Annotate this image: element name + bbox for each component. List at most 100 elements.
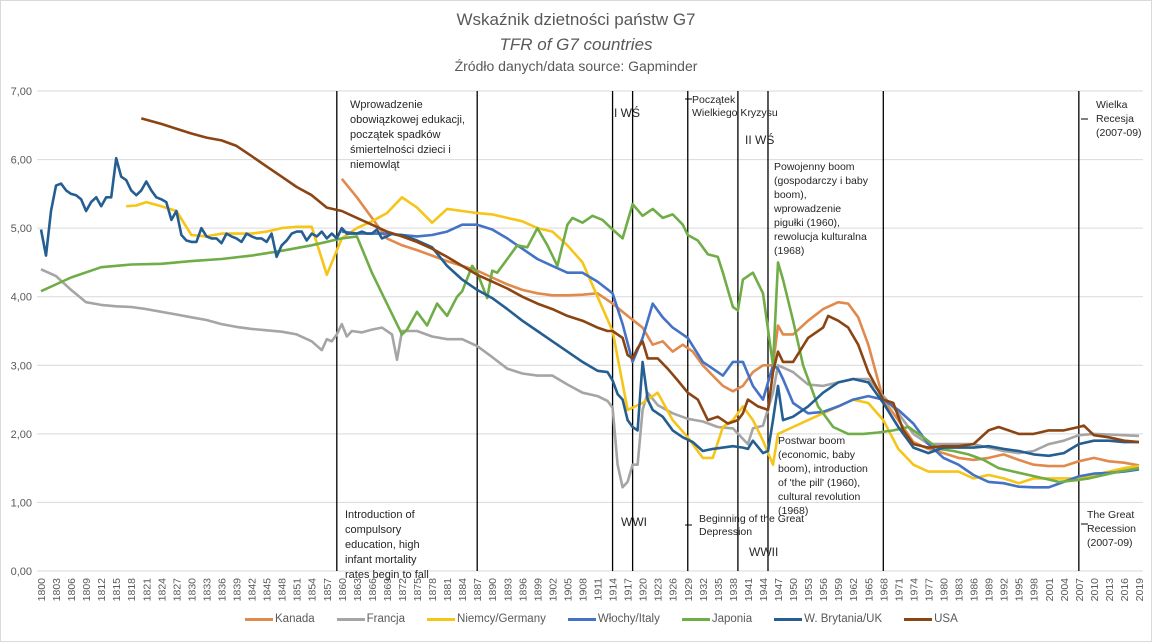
legend-swatch bbox=[245, 617, 273, 621]
x-tick-label: 1830 bbox=[186, 578, 198, 602]
x-tick-label: 1809 bbox=[81, 578, 93, 602]
x-tick-label: 1884 bbox=[457, 578, 469, 602]
chart-title: Wskaźnik dzietności państw G7 bbox=[456, 10, 696, 29]
x-tick-label: 2013 bbox=[1104, 578, 1116, 602]
x-tick-label: 1977 bbox=[923, 578, 935, 602]
legend-item: Niemcy/Germany bbox=[427, 613, 546, 625]
legend-label: Kanada bbox=[275, 613, 315, 625]
x-tick-label: 1923 bbox=[653, 578, 665, 602]
x-tick-label: 1983 bbox=[954, 578, 966, 602]
x-tick-label: 1818 bbox=[126, 578, 138, 602]
y-tick-label: 7,00 bbox=[11, 86, 32, 98]
chart-subtitle: TFR of G7 countries bbox=[499, 35, 653, 54]
x-tick-label: 1995 bbox=[1014, 578, 1026, 602]
x-tick-label: 1971 bbox=[893, 578, 905, 602]
annotation-ww2-en: WWII bbox=[749, 545, 778, 559]
x-tick-label: 1860 bbox=[337, 578, 349, 602]
x-tick-label: 2010 bbox=[1089, 578, 1101, 602]
legend-label: W. Brytania/UK bbox=[804, 613, 883, 625]
y-tick-label: 4,00 bbox=[11, 292, 32, 304]
x-tick-label: 1986 bbox=[969, 578, 981, 602]
x-tick-label: 1992 bbox=[999, 578, 1011, 602]
legend-item: Włochy/Italy bbox=[567, 613, 660, 625]
x-tick-label: 1935 bbox=[713, 578, 725, 602]
x-tick-label: 2016 bbox=[1119, 578, 1131, 602]
legend-item: Japonia bbox=[681, 613, 753, 625]
x-tick-label: 1824 bbox=[156, 578, 168, 602]
x-tick-label: 1821 bbox=[141, 578, 153, 602]
x-tick-label: 1863 bbox=[352, 578, 364, 602]
x-tick-label: 1881 bbox=[442, 578, 454, 602]
annotation-ww1-en: WWI bbox=[621, 515, 647, 529]
series-line-japonia bbox=[40, 202, 1140, 484]
x-tick-label: 1938 bbox=[728, 578, 740, 602]
chart-source: Źródło danych/data source: Gapminder bbox=[454, 58, 698, 74]
annotation-education-en: Introduction of compulsory education, high… bbox=[345, 509, 429, 581]
x-tick-label: 1908 bbox=[577, 578, 589, 602]
legend-label: Włochy/Italy bbox=[597, 613, 660, 625]
x-tick-label: 1962 bbox=[848, 578, 860, 602]
annotation-ww2-pl: II WŚ bbox=[745, 132, 774, 147]
event-lines bbox=[336, 91, 1080, 571]
x-tick-label: 1827 bbox=[171, 578, 183, 602]
x-tick-label: 1854 bbox=[307, 578, 319, 602]
legend-item: Kanada bbox=[245, 613, 315, 625]
series-lines bbox=[39, 117, 1140, 489]
y-tick-label: 6,00 bbox=[11, 155, 32, 167]
x-tick-label: 1803 bbox=[51, 578, 63, 602]
legend-swatch bbox=[681, 617, 710, 621]
legend-swatch bbox=[904, 617, 933, 621]
x-tick-label: 1890 bbox=[487, 578, 499, 602]
x-tick-label: 2001 bbox=[1044, 578, 1056, 602]
x-tick-label: 1896 bbox=[517, 578, 529, 602]
x-tick-label: 1911 bbox=[593, 578, 605, 601]
x-tick-label: 1950 bbox=[788, 578, 800, 602]
x-axis-ticks: 1800 1803 1806 1809 1812 1815 1818 1821 1824 1827… bbox=[36, 578, 1146, 602]
x-tick-label: 1836 bbox=[216, 578, 228, 602]
legend-label: Francja bbox=[366, 613, 406, 625]
y-tick-label: 1,00 bbox=[11, 497, 32, 509]
x-tick-label: 1857 bbox=[322, 578, 334, 602]
x-tick-label: 1812 bbox=[96, 578, 108, 602]
annotation-boom-en: Postwar boom (economic, baby boom), introd… bbox=[778, 435, 868, 517]
x-tick-label: 1920 bbox=[638, 578, 650, 602]
x-tick-label: 1887 bbox=[472, 578, 484, 602]
x-tick-label: 1968 bbox=[878, 578, 890, 602]
legend-label: Niemcy/Germany bbox=[457, 613, 546, 625]
x-tick-label: 1947 bbox=[773, 578, 785, 602]
x-tick-label: 1866 bbox=[367, 578, 379, 602]
x-tick-label: 1839 bbox=[232, 578, 244, 602]
x-tick-label: 1980 bbox=[938, 578, 950, 602]
y-tick-label: 0,00 bbox=[11, 566, 32, 578]
x-tick-label: 1953 bbox=[803, 578, 815, 602]
x-tick-label: 1902 bbox=[547, 578, 559, 602]
x-tick-label: 1845 bbox=[262, 578, 274, 602]
x-tick-label: 1869 bbox=[382, 578, 394, 602]
series-line-w-ochy-italy bbox=[341, 223, 1140, 489]
x-tick-label: 1905 bbox=[562, 578, 574, 602]
x-tick-label: 1956 bbox=[818, 578, 830, 602]
legend: Kanada Francja Niemcy/Germany Włochy/Italy J… bbox=[245, 613, 958, 625]
legend-label: USA bbox=[934, 613, 958, 625]
x-tick-label: 1917 bbox=[623, 578, 635, 602]
legend-swatch bbox=[427, 617, 456, 621]
y-tick-label: 5,00 bbox=[11, 223, 32, 235]
x-tick-label: 2019 bbox=[1134, 578, 1146, 602]
x-tick-label: 1878 bbox=[427, 578, 439, 602]
x-tick-label: 1875 bbox=[412, 578, 424, 602]
annotation-recession-en: The Great Recession (2007-09) bbox=[1087, 509, 1136, 549]
x-tick-label: 1965 bbox=[863, 578, 875, 602]
series-line-usa bbox=[140, 117, 1140, 449]
x-tick-label: 1926 bbox=[668, 578, 680, 602]
annotation-recession-pl: Wielka Recesja (2007-09) bbox=[1096, 99, 1142, 139]
y-tick-label: 3,00 bbox=[11, 360, 32, 372]
x-tick-label: 1932 bbox=[698, 578, 710, 602]
legend-label: Japonia bbox=[711, 613, 753, 625]
annotations: Wprowadzenie obowiązkowej edukacji, począt… bbox=[345, 94, 1142, 581]
x-tick-label: 1833 bbox=[201, 578, 213, 602]
y-axis-ticks: 0,00 1,00 2,00 3,00 4,00 5,00 6,00 7,00 bbox=[11, 86, 32, 578]
series-line-w-brytania-uk bbox=[39, 156, 1139, 458]
legend-item: W. Brytania/UK bbox=[774, 613, 882, 625]
x-tick-label: 1800 bbox=[36, 578, 48, 602]
